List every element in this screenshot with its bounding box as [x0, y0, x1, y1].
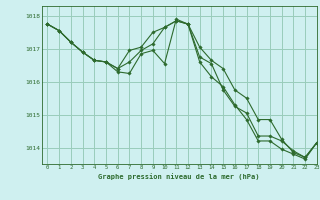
X-axis label: Graphe pression niveau de la mer (hPa): Graphe pression niveau de la mer (hPa) [99, 173, 260, 180]
